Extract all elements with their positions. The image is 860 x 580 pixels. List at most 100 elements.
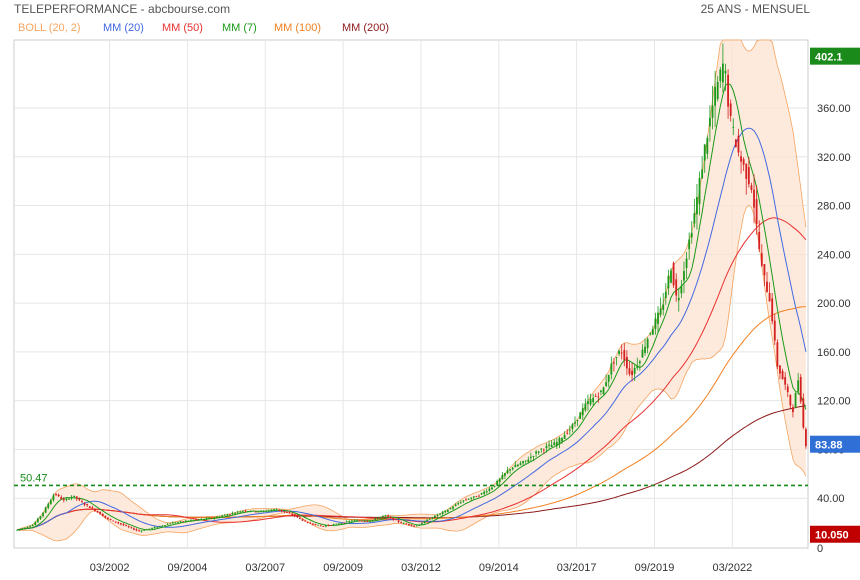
candle-body bbox=[498, 478, 501, 483]
candle-body bbox=[265, 510, 268, 512]
candle-body bbox=[418, 524, 421, 526]
candle-body bbox=[215, 516, 218, 518]
candle-body bbox=[226, 514, 229, 516]
candle-body bbox=[563, 435, 566, 439]
candle-body bbox=[696, 197, 698, 215]
candle-body bbox=[555, 441, 558, 446]
candle-body bbox=[18, 529, 21, 530]
candle-body bbox=[545, 445, 548, 449]
candle-body bbox=[213, 517, 216, 519]
candle-body bbox=[589, 398, 592, 405]
y-tick-label: 160.00 bbox=[817, 347, 851, 359]
candle-body bbox=[353, 520, 356, 521]
candle-body bbox=[789, 394, 792, 406]
candle-body bbox=[747, 167, 750, 185]
candle-body bbox=[55, 494, 57, 496]
candle-body bbox=[597, 396, 600, 398]
candle-body bbox=[78, 498, 81, 501]
candle-body bbox=[358, 520, 361, 522]
candle-body bbox=[620, 352, 623, 354]
candle-body bbox=[579, 412, 582, 419]
candle-body bbox=[649, 333, 652, 335]
candle-body bbox=[236, 511, 239, 513]
candle-body bbox=[184, 520, 187, 522]
candle-body bbox=[677, 297, 680, 301]
candle-body bbox=[670, 270, 672, 283]
candle-body bbox=[662, 304, 665, 310]
candle-body bbox=[21, 528, 24, 530]
candle-body bbox=[618, 350, 621, 354]
candle-body bbox=[413, 525, 416, 527]
candle-body bbox=[86, 504, 89, 506]
candle-body bbox=[192, 519, 195, 521]
candle-body bbox=[776, 342, 779, 367]
candle-body bbox=[278, 509, 281, 511]
candle-body bbox=[745, 164, 748, 179]
price-marker-box bbox=[810, 47, 860, 65]
candle-body bbox=[283, 511, 286, 513]
candle-body bbox=[143, 530, 146, 531]
moving-averages bbox=[17, 82, 807, 531]
candle-body bbox=[369, 521, 371, 523]
candle-body bbox=[719, 69, 722, 82]
candle-body bbox=[641, 349, 644, 358]
candle-body bbox=[465, 499, 467, 501]
y-tick-label-zero: 0 bbox=[817, 543, 823, 555]
candle-body bbox=[26, 526, 29, 528]
candle-body bbox=[49, 499, 52, 505]
candle-body bbox=[659, 308, 662, 315]
candle-body bbox=[153, 526, 156, 529]
candle-body bbox=[449, 508, 452, 510]
x-tick-label: 09/2019 bbox=[635, 562, 675, 574]
candle-body bbox=[197, 519, 200, 521]
candle-body bbox=[680, 286, 683, 294]
candle-body bbox=[42, 512, 44, 517]
candle-body bbox=[542, 449, 545, 451]
candle-body bbox=[122, 524, 125, 526]
candle-body bbox=[709, 117, 711, 127]
candle-body bbox=[794, 392, 797, 408]
candle-body bbox=[166, 523, 169, 525]
legend-mm50: MM (50) bbox=[162, 22, 203, 34]
candle-body bbox=[327, 525, 330, 527]
candle-body bbox=[234, 513, 236, 515]
y-tick-label: 240.00 bbox=[817, 249, 851, 261]
x-tick-label: 09/2004 bbox=[168, 562, 208, 574]
y-tick-label: 320.00 bbox=[817, 152, 851, 164]
candle-body bbox=[612, 362, 615, 364]
candle-body bbox=[537, 451, 540, 453]
candle-body bbox=[241, 510, 244, 512]
candle-body bbox=[485, 491, 488, 493]
candle-body bbox=[714, 86, 717, 106]
candle-body bbox=[711, 105, 714, 118]
candle-body bbox=[703, 144, 706, 161]
candle-body bbox=[174, 522, 177, 524]
candle-body bbox=[260, 511, 262, 512]
y-tick-label: 360.00 bbox=[817, 103, 851, 115]
candle-body bbox=[249, 511, 252, 513]
candle-body bbox=[721, 63, 724, 83]
candle-body bbox=[654, 318, 657, 330]
legend-mm7: MM (7) bbox=[222, 22, 257, 34]
candle-body bbox=[685, 258, 688, 269]
candle-body bbox=[179, 521, 182, 522]
candle-body bbox=[633, 367, 636, 374]
candle-body bbox=[623, 350, 626, 361]
y-tick-label: 40.00 bbox=[817, 493, 845, 505]
y-tick-label: 120.00 bbox=[817, 396, 851, 408]
candle-body bbox=[376, 518, 379, 520]
mm7-line bbox=[17, 82, 807, 531]
candle-body bbox=[594, 396, 597, 397]
candle-body bbox=[657, 312, 659, 324]
price-markers: 402.1 83.88 10.050 bbox=[810, 47, 860, 543]
candle-body bbox=[667, 275, 670, 289]
candle-body bbox=[426, 519, 428, 522]
candle-body bbox=[322, 526, 325, 527]
candle-body bbox=[200, 518, 203, 520]
candle-body bbox=[732, 126, 735, 128]
candle-body bbox=[431, 517, 434, 519]
legend-mm20: MM (20) bbox=[103, 22, 144, 34]
candle-body bbox=[514, 464, 517, 468]
candle-body bbox=[501, 475, 504, 480]
